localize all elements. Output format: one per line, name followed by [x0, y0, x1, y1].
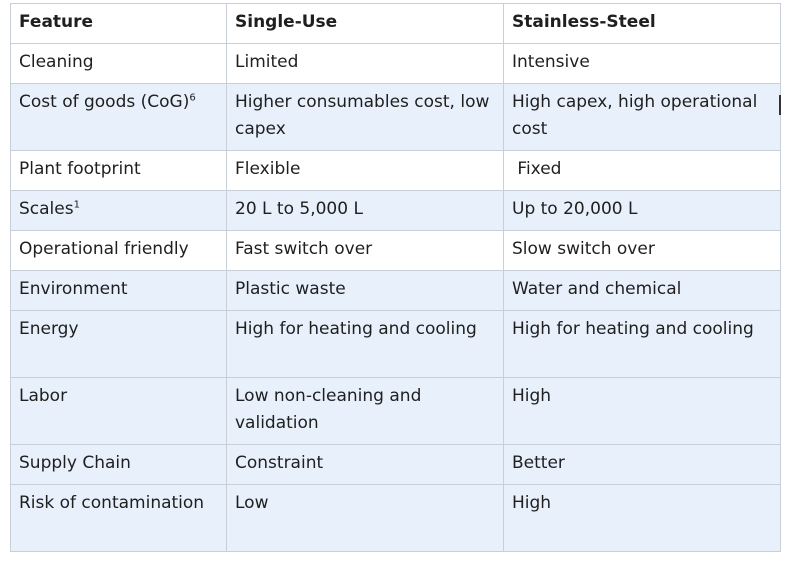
feature-cell: Labor [10, 377, 227, 445]
header-stainless-steel: Stainless-Steel [503, 3, 781, 44]
feature-cell: Operational friendly [10, 230, 227, 271]
table-row: Labor Low non-cleaning and validation Hi… [10, 377, 781, 445]
footnote-marker: 1 [73, 199, 80, 211]
table-row: Cleaning Limited Intensive [10, 43, 781, 84]
single-use-cell: Plastic waste [226, 270, 504, 311]
feature-cell: Scales1 [10, 190, 227, 231]
comparison-table-container: Feature Single-Use Stainless-Steel Clean… [10, 3, 781, 552]
single-use-cell: 20 L to 5,000 L [226, 190, 504, 231]
text-cursor [779, 95, 781, 115]
feature-cell: Cost of goods (CoG)6 [10, 83, 227, 151]
single-use-cell: Limited [226, 43, 504, 84]
table-row: Cost of goods (CoG)6 Higher consumables … [10, 83, 781, 151]
feature-cell: Supply Chain [10, 444, 227, 485]
stainless-steel-cell: High [503, 484, 781, 552]
stainless-steel-cell: Up to 20,000 L [503, 190, 781, 231]
feature-cell: Risk of contamination [10, 484, 227, 552]
stainless-steel-cell: Water and chemical [503, 270, 781, 311]
stainless-steel-cell: Intensive [503, 43, 781, 84]
table-row: Supply Chain Constraint Better [10, 444, 781, 485]
stainless-steel-cell: High for heating and cooling [503, 310, 781, 378]
stainless-steel-cell: Slow switch over [503, 230, 781, 271]
stainless-steel-cell: High capex, high operational cost [503, 83, 781, 151]
single-use-cell: Constraint [226, 444, 504, 485]
single-use-cell: Higher consumables cost, low capex [226, 83, 504, 151]
table-row: Plant footprint Flexible Fixed [10, 150, 781, 191]
header-feature: Feature [10, 3, 227, 44]
stainless-steel-cell: Fixed [503, 150, 781, 191]
table-row: Environment Plastic waste Water and chem… [10, 270, 781, 311]
header-single-use: Single-Use [226, 3, 504, 44]
comparison-table: Feature Single-Use Stainless-Steel Clean… [10, 3, 781, 552]
single-use-cell: Flexible [226, 150, 504, 191]
table-row: Operational friendly Fast switch over Sl… [10, 230, 781, 271]
feature-cell: Environment [10, 270, 227, 311]
footnote-marker: 6 [189, 92, 196, 104]
feature-cell: Cleaning [10, 43, 227, 84]
single-use-cell: Low [226, 484, 504, 552]
table-row: Energy High for heating and cooling High… [10, 310, 781, 378]
single-use-cell: Fast switch over [226, 230, 504, 271]
table-row: Scales1 20 L to 5,000 L Up to 20,000 L [10, 190, 781, 231]
header-row: Feature Single-Use Stainless-Steel [10, 3, 781, 44]
feature-cell: Plant footprint [10, 150, 227, 191]
single-use-cell: Low non-cleaning and validation [226, 377, 504, 445]
stainless-steel-cell: High [503, 377, 781, 445]
feature-cell: Energy [10, 310, 227, 378]
table-row: Risk of contamination Low High [10, 484, 781, 552]
single-use-cell: High for heating and cooling [226, 310, 504, 378]
stainless-steel-cell: Better [503, 444, 781, 485]
